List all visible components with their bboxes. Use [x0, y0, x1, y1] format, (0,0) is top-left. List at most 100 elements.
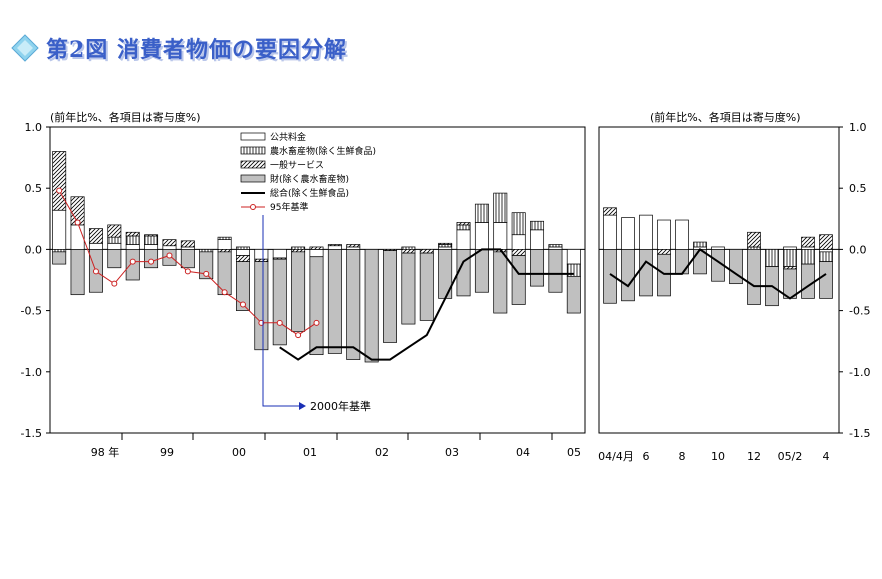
left-bar-public	[162, 245, 177, 250]
left-bar-agri	[401, 246, 416, 250]
legend-label: 95年基準	[270, 201, 308, 213]
left-xtick-label: 03	[445, 446, 459, 459]
title-bar: 第2図 消費者物価の要因分解	[10, 30, 347, 66]
left-bar-service	[144, 234, 159, 237]
left-bar-public	[125, 244, 140, 250]
left-marker-95	[129, 258, 136, 265]
left-ytick-label: -1.0	[21, 366, 42, 379]
left-ytick-label: 0.5	[25, 182, 43, 195]
left-bar-public	[70, 224, 85, 250]
left-bar-public	[88, 242, 103, 250]
right-bar-service	[819, 234, 833, 250]
right-bar-service	[657, 249, 671, 255]
left-bar-agri	[438, 244, 453, 248]
left-bar-goods	[346, 249, 361, 360]
left-marker-95	[148, 258, 155, 265]
annotation-arrow-line	[262, 215, 300, 407]
left-bar-agri	[144, 235, 159, 245]
left-bar-goods	[70, 249, 85, 296]
left-ytick-label: 0.0	[25, 243, 43, 256]
left-bar-goods	[236, 261, 250, 311]
left-bar-goods	[272, 258, 287, 346]
left-marker-95	[92, 268, 99, 275]
right-bar-goods	[603, 249, 617, 304]
left-bar-agri	[125, 235, 140, 245]
left-bar-service	[401, 249, 416, 254]
left-bar-service	[346, 244, 361, 248]
left-bar-goods	[327, 249, 342, 354]
annotation-label: 2000年基準	[310, 399, 371, 413]
right-bar-public	[603, 214, 617, 250]
left-bar-public	[309, 249, 324, 258]
right-ytick-label: -0.5	[849, 305, 870, 318]
left-bar-service	[52, 151, 67, 211]
left-bar-service	[456, 222, 471, 226]
right-bar-goods	[783, 268, 797, 299]
left-bar-agri	[493, 192, 508, 223]
left-bar-agri	[217, 236, 232, 240]
right-bar-service	[801, 236, 815, 248]
right-bar-public	[675, 219, 689, 250]
left-bar-service	[438, 242, 453, 245]
left-bar-service	[107, 224, 122, 238]
left-bar-goods	[199, 251, 214, 280]
left-bar-goods	[291, 251, 306, 332]
right-bar-goods	[819, 261, 833, 299]
left-bar-goods	[309, 256, 324, 356]
left-bar-service	[125, 231, 140, 237]
legend-label: 総合(除く生鮮食品)	[270, 187, 349, 199]
left-ylabel: (前年比%、各項目は寄与度%)	[50, 110, 201, 124]
left-marker-95	[313, 319, 320, 326]
left-bar-public	[217, 239, 232, 250]
left-bar-service	[291, 249, 306, 253]
left-bar-public	[346, 246, 361, 250]
left-bar-goods	[511, 255, 526, 305]
left-bar-agri	[456, 224, 471, 231]
left-bar-public	[327, 245, 342, 250]
right-line-total	[609, 248, 827, 300]
left-bar-goods	[530, 249, 545, 287]
left-bar-goods	[52, 251, 67, 265]
right-ytick-label: 1.0	[849, 121, 867, 134]
left-marker-95	[295, 332, 302, 339]
right-xtick-label: 8	[679, 450, 686, 463]
right-bar-service	[747, 231, 761, 248]
left-ytick-label: -0.5	[21, 305, 42, 318]
left-bar-public	[511, 234, 526, 250]
left-bar-public	[254, 249, 269, 260]
left-bar-goods	[107, 249, 122, 269]
legend-swatch-marker	[250, 204, 256, 210]
left-bar-public	[548, 246, 563, 250]
right-ytick-label: 0.0	[849, 243, 867, 256]
left-bar-service	[327, 244, 342, 247]
left-bar-agri	[199, 249, 214, 253]
left-bar-public	[456, 229, 471, 250]
right-bar-public	[711, 246, 725, 250]
left-bar-goods	[364, 249, 379, 363]
right-bar-agri	[693, 241, 707, 248]
left-bar-agri	[530, 220, 545, 231]
left-bar-goods	[383, 250, 397, 343]
left-bar-goods	[180, 249, 195, 269]
left-bar-public	[107, 242, 122, 250]
right-bar-agri	[819, 251, 833, 262]
annotation-arrow-head	[299, 402, 306, 410]
left-marker-95	[203, 270, 210, 277]
right-ytick-label: 0.5	[849, 182, 867, 195]
left-marker-95	[276, 319, 283, 326]
left-xtick-label: 00	[232, 446, 246, 459]
left-bar-service	[88, 228, 103, 244]
left-xtick-label: 98 年	[91, 445, 120, 459]
right-bar-public	[801, 246, 815, 250]
left-marker-95	[221, 289, 228, 296]
right-ylabel: (前年比%、各項目は寄与度%)	[650, 110, 801, 124]
left-plot-frame	[49, 126, 586, 434]
right-bar-goods	[639, 249, 653, 297]
right-xtick-label: 05/2	[778, 450, 803, 463]
legend-swatch	[240, 174, 266, 183]
left-bar-agri	[107, 236, 122, 244]
right-plot-frame	[598, 126, 840, 434]
left-bar-agri	[291, 246, 306, 250]
legend-label: 財(除く農水畜産物)	[270, 173, 349, 185]
right-xtick-label: 12	[747, 450, 761, 463]
